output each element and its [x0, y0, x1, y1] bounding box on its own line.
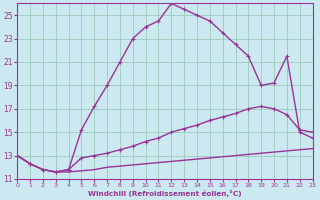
X-axis label: Windchill (Refroidissement éolien,°C): Windchill (Refroidissement éolien,°C) — [88, 190, 242, 197]
